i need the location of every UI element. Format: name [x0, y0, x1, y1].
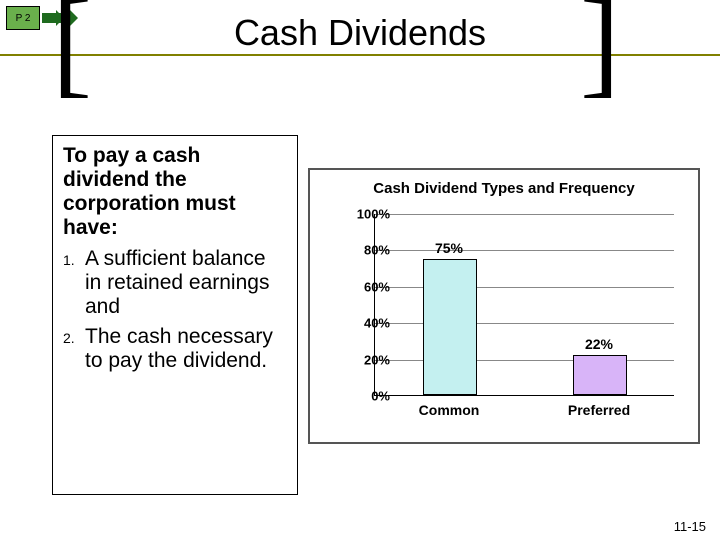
lead-text: To pay a cash dividend the corporation m… — [63, 144, 287, 241]
bar-chart: Cash Dividend Types and Frequency 0% 20% 4… — [308, 168, 700, 444]
grid-line — [375, 287, 674, 288]
y-tick-label: 80% — [334, 243, 390, 258]
page-number: 11-15 — [674, 519, 706, 534]
list-text: A sufficient balance in retained earning… — [85, 247, 287, 319]
bar — [423, 259, 477, 396]
bar-value-label: 75% — [435, 240, 463, 256]
bar — [573, 355, 627, 395]
list-text: The cash necessary to pay the dividend. — [85, 325, 287, 373]
grid-line — [375, 360, 674, 361]
plot-area — [374, 214, 674, 396]
grid-line — [375, 214, 674, 215]
grid-line — [375, 323, 674, 324]
y-tick-label: 0% — [334, 389, 390, 404]
x-tick-label: Preferred — [568, 402, 630, 418]
badge-label: P 2 — [16, 13, 31, 24]
requirement-list: 1. A sufficient balance in retained earn… — [63, 247, 287, 374]
text-panel: To pay a cash dividend the corporation m… — [52, 135, 298, 495]
y-tick-label: 60% — [334, 279, 390, 294]
list-item: 2. The cash necessary to pay the dividen… — [63, 325, 287, 373]
bracket-left-icon: [ — [52, 0, 92, 102]
list-number: 2. — [63, 325, 85, 373]
x-tick-label: Common — [419, 402, 480, 418]
grid-line — [375, 250, 674, 251]
bar-value-label: 22% — [585, 336, 613, 352]
list-number: 1. — [63, 247, 85, 319]
chart-title: Cash Dividend Types and Frequency — [310, 180, 698, 197]
slide-tag-badge: P 2 — [6, 6, 40, 30]
y-tick-label: 20% — [334, 352, 390, 367]
list-item: 1. A sufficient balance in retained earn… — [63, 247, 287, 319]
y-tick-label: 40% — [334, 316, 390, 331]
bracket-right-icon: ] — [580, 0, 620, 102]
page-title: Cash Dividends — [170, 12, 550, 54]
y-tick-label: 100% — [334, 207, 390, 222]
